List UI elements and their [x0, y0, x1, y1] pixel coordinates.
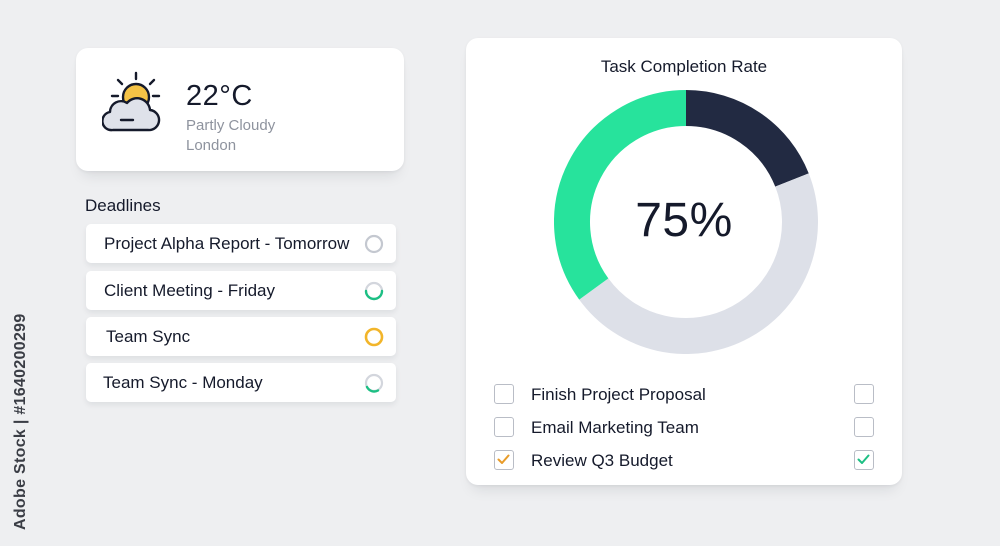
- weather-city: London: [186, 137, 237, 154]
- progress-ring-icon: [364, 373, 384, 393]
- task-checkbox[interactable]: [494, 384, 514, 404]
- donut-slice-1: [579, 173, 818, 354]
- stock-watermark: Adobe Stock | #1640200299: [8, 296, 36, 530]
- task-row: Review Q3 Budget: [494, 449, 878, 473]
- task-checkbox[interactable]: [854, 417, 874, 437]
- deadline-label: Client Meeting - Friday: [104, 281, 276, 300]
- task-checkbox[interactable]: [494, 417, 514, 437]
- task-row: Email Marketing Team: [494, 416, 878, 440]
- partly-cloudy-icon: [101, 70, 164, 143]
- weather-card: 22°C Partly Cloudy London: [76, 48, 404, 171]
- completion-percentage: 75%: [635, 194, 733, 247]
- deadline-item[interactable]: Team Sync: [86, 317, 396, 356]
- deadline-label: Team Sync: [106, 327, 191, 346]
- task-completion-card: Task Completion Rate 75% Finish Project …: [466, 38, 902, 485]
- deadlines-heading: Deadlines: [85, 196, 161, 215]
- task-label: Review Q3 Budget: [531, 451, 673, 470]
- task-checkbox-checked[interactable]: [854, 450, 874, 470]
- donut-slice-2: [554, 90, 687, 300]
- check-icon: [497, 454, 510, 464]
- weather-condition: Partly Cloudy: [186, 117, 276, 134]
- donut-slice-0: [685, 90, 809, 188]
- task-checkbox[interactable]: [854, 384, 874, 404]
- progress-ring-icon: [364, 281, 384, 301]
- deadline-label: Team Sync - Monday: [103, 373, 263, 392]
- temperature: 22°C: [186, 80, 253, 112]
- deadline-label: Project Alpha Report - Tomorrow: [104, 234, 350, 253]
- chart-title: Task Completion Rate: [600, 57, 768, 76]
- task-checkbox-checked[interactable]: [494, 450, 514, 470]
- empty-ring-icon: [364, 234, 384, 254]
- completion-donut-chart: [554, 90, 818, 354]
- full-ring-icon: [364, 327, 384, 347]
- task-label: Email Marketing Team: [531, 418, 699, 437]
- task-row: Finish Project Proposal: [494, 383, 878, 407]
- check-icon: [857, 454, 870, 464]
- task-label: Finish Project Proposal: [531, 385, 706, 404]
- deadline-item[interactable]: Client Meeting - Friday: [86, 271, 396, 310]
- watermark-text: Adobe Stock | #1640200299: [12, 313, 29, 530]
- deadline-item[interactable]: Project Alpha Report - Tomorrow: [86, 224, 396, 263]
- deadline-item[interactable]: Team Sync - Monday: [86, 363, 396, 402]
